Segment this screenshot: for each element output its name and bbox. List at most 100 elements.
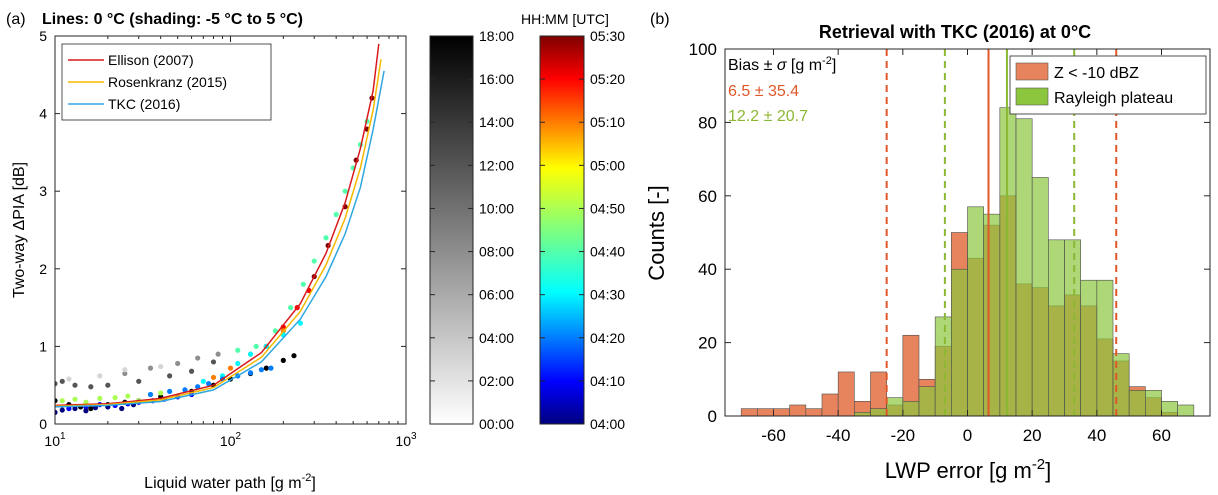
panel-b: (b) Retrieval with TKC (2016) at 0°C 0 20… bbox=[644, 11, 1211, 483]
colorbar-tick-label: 04:00 bbox=[479, 330, 514, 346]
panel-b-ylabel: Counts [-] bbox=[644, 185, 669, 280]
panel-a-xlabel-sup: -2 bbox=[302, 472, 312, 484]
panel-a-point bbox=[258, 367, 265, 373]
panel-b-xlabel-text: LWP error [g m bbox=[885, 458, 1032, 483]
panel-a-y-ticks: 0 1 2 3 4 5 bbox=[39, 28, 406, 432]
panel-a-ylabel: Two-way ΔPIA [dB] bbox=[11, 162, 28, 298]
panel-a-xtick-exp: 3 bbox=[411, 431, 417, 442]
panel-a-point bbox=[311, 258, 317, 264]
panel-b-label: (b) bbox=[650, 11, 670, 28]
panel-a-xlabel: Liquid water path [g m-2] bbox=[144, 472, 316, 492]
panel-a-point bbox=[323, 235, 329, 241]
panel-a-point bbox=[342, 188, 348, 194]
z-bar bbox=[789, 404, 807, 417]
panel-a-point bbox=[167, 388, 173, 395]
panel-a-ytick-label: 1 bbox=[39, 338, 47, 354]
panel-a-point bbox=[167, 373, 173, 379]
panel-a-point bbox=[59, 398, 65, 404]
panel-a: (a) Lines: 0 °C (shading: -5 °C to 5 °C)… bbox=[6, 11, 417, 492]
stats-z-pm: ± bbox=[755, 83, 764, 100]
panel-a-ytick-label: 0 bbox=[39, 416, 47, 432]
rayleigh-bar bbox=[854, 412, 871, 417]
panel-a-legend: Ellison (2007) Rosenkranz (2015) TKC (20… bbox=[61, 43, 272, 121]
panel-b-xlabel: LWP error [g m-2] bbox=[885, 456, 1052, 483]
panel-a-point bbox=[268, 365, 274, 371]
z-bar bbox=[821, 393, 839, 417]
panel-a-xtick-label: 102 bbox=[220, 431, 242, 449]
panel-b-xtick-label: 0 bbox=[963, 426, 972, 445]
panel-b-ytick-label: 60 bbox=[698, 187, 717, 206]
panel-a-point bbox=[122, 367, 128, 373]
panel-b-ytick-label: 80 bbox=[698, 113, 717, 132]
panel-b-ytick-label: 100 bbox=[689, 40, 717, 59]
stats-pm: ± bbox=[764, 57, 773, 74]
colorbar-tick-label: 16:00 bbox=[479, 71, 514, 87]
panel-a-point bbox=[235, 360, 241, 367]
panel-a-point bbox=[66, 376, 72, 382]
panel-a-point bbox=[333, 211, 339, 218]
colorbar-tick-label: 04:40 bbox=[590, 244, 625, 260]
panel-a-point bbox=[210, 374, 217, 381]
panel-b-title: Retrieval with TKC (2016) at 0°C bbox=[819, 22, 1091, 42]
stats-rayleigh-bias: 12.2 bbox=[728, 108, 759, 125]
panel-b-stat-lines bbox=[885, 49, 1118, 416]
rayleigh-bar bbox=[1048, 239, 1065, 417]
panel-a-lines bbox=[55, 43, 385, 408]
panel-a-xtick-label: 101 bbox=[44, 431, 66, 449]
panel-a-ytick-label: 2 bbox=[39, 261, 47, 277]
z-bar bbox=[773, 408, 790, 417]
rayleigh-bar bbox=[918, 386, 936, 417]
panel-a-xtick-base: 10 bbox=[220, 433, 236, 449]
colorbar-tick-label: 04:30 bbox=[590, 287, 625, 303]
colorbar-jet-ticks: 04:00 04:10 04:20 04:30 04:40 04:50 05:00 05:10… bbox=[540, 28, 625, 432]
z-bar bbox=[757, 408, 774, 417]
rayleigh-bar bbox=[1177, 404, 1195, 417]
colorbar-tick-label: 04:00 bbox=[590, 416, 625, 432]
panel-b-ytick-label: 0 bbox=[708, 407, 717, 426]
colorbar-jet-bar bbox=[539, 35, 585, 425]
panel-b-x-ticks: -60 -40 -20 0 20 40 60 bbox=[761, 49, 1171, 445]
panel-a-point bbox=[195, 384, 201, 390]
rayleigh-bar bbox=[951, 268, 968, 417]
panel-a-point bbox=[97, 395, 103, 401]
panel-a-point bbox=[55, 409, 58, 415]
panel-a-point bbox=[195, 355, 201, 361]
colorbar-gray: 00:00 02:00 04:00 06:00 08:00 10:00 12:00 14:00… bbox=[429, 28, 514, 432]
panel-a-point bbox=[59, 378, 65, 384]
colorbar-gray-bar bbox=[429, 35, 474, 425]
rayleigh-bar bbox=[1161, 401, 1178, 417]
stats-bias-word: Bias bbox=[728, 57, 759, 74]
legend-rayleigh-label: Rayleigh plateau bbox=[1054, 90, 1173, 107]
panel-a-label: (a) bbox=[6, 11, 26, 28]
rayleigh-bar bbox=[1015, 118, 1033, 417]
z-bar bbox=[837, 371, 855, 417]
panel-a-point bbox=[253, 343, 259, 349]
panel-a-point bbox=[119, 405, 125, 412]
colorbar-tick-label: 08:00 bbox=[479, 244, 514, 260]
panel-b-xtick-label: 40 bbox=[1087, 426, 1106, 445]
colorbar-tick-label: 04:20 bbox=[590, 330, 625, 346]
panel-b-xlabel-sup: -2 bbox=[1032, 456, 1045, 473]
colorbar-tick-label: 12:00 bbox=[479, 157, 514, 173]
rayleigh-bar bbox=[886, 397, 904, 417]
panel-a-point bbox=[147, 391, 154, 398]
rayleigh-bar bbox=[870, 408, 887, 417]
panel-b-bars-rayleigh bbox=[854, 107, 1195, 417]
panel-a-ytick-label: 3 bbox=[39, 183, 47, 199]
panel-a-xtick-base: 10 bbox=[44, 433, 60, 449]
stats-units: [g m bbox=[791, 57, 822, 74]
colorbar-tick-label: 04:10 bbox=[590, 373, 625, 389]
rayleigh-bar bbox=[1080, 279, 1098, 417]
panel-a-x-ticks: 101 102 103 bbox=[44, 36, 417, 449]
panel-a-point bbox=[55, 381, 58, 387]
panel-a-title: Lines: 0 °C (shading: -5 °C to 5 °C) bbox=[42, 11, 303, 28]
panel-b-xlabel-end: ] bbox=[1045, 458, 1051, 483]
panel-a-point bbox=[188, 368, 195, 374]
panel-a-point bbox=[112, 395, 118, 401]
stats-units-end: ] bbox=[832, 57, 836, 74]
panel-a-point bbox=[287, 305, 294, 311]
panel-a-point bbox=[88, 405, 94, 412]
stats-z-sigma: 35.4 bbox=[768, 83, 799, 100]
panel-a-ytick-label: 5 bbox=[39, 28, 47, 44]
